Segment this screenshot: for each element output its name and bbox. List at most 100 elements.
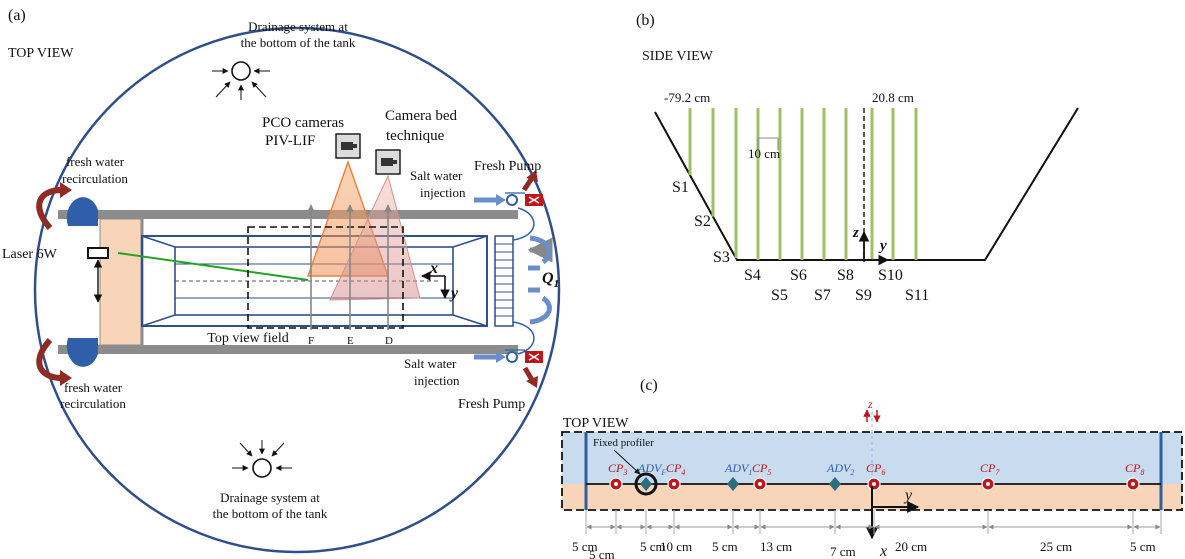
dimension-label: 20 cm xyxy=(895,539,927,554)
flume-outline xyxy=(141,235,488,327)
panel-c-view-title: TOP VIEW xyxy=(563,416,629,431)
panel-b-view-title: SIDE VIEW xyxy=(642,49,714,64)
cp-probe-5: CP5 xyxy=(752,461,771,491)
drain-bottom-icon xyxy=(232,440,292,478)
pco-label-line2: PIV-LIF xyxy=(265,133,315,149)
section-label-s3: S3 xyxy=(713,249,730,266)
section-label-s4: S4 xyxy=(744,267,761,284)
panel-a: (a) TOP VIEW Drainage system at the bott… xyxy=(2,7,561,554)
axis-x-label: x xyxy=(429,260,438,277)
axis-z-label-c: z xyxy=(867,397,873,411)
probe-label: CP7 xyxy=(980,461,1000,477)
laser-beam xyxy=(117,252,309,281)
fresh-pump-bottom-arrow xyxy=(522,366,535,382)
axis-y-label-b: y xyxy=(878,238,887,254)
adv-marker-icon xyxy=(829,477,841,491)
laser-housing xyxy=(99,218,143,346)
rail-bottom xyxy=(58,345,518,354)
adv-probe-f: ADVF xyxy=(634,461,666,496)
probe-label: CP6 xyxy=(866,461,885,477)
panel-a-view-title: TOP VIEW xyxy=(8,46,74,61)
dimension-label: 7 cm xyxy=(830,544,856,559)
tank-circle xyxy=(33,26,561,554)
dimension-label: 5 cm xyxy=(640,539,666,554)
section-label-s6: S6 xyxy=(790,267,807,284)
fresh-recirc-top-line1: fresh water xyxy=(66,154,125,169)
fixed-profiler-ring-icon xyxy=(634,472,658,496)
camera-bed-label-line2: technique xyxy=(386,128,445,144)
cp-probe-3: CP3 xyxy=(608,461,627,491)
top-view-field-label: Top view field xyxy=(207,331,288,346)
probe-label: ADV1 xyxy=(724,461,752,477)
profile-e-label: E xyxy=(347,335,354,347)
fresh-recirc-top-line2: recirculation xyxy=(62,171,128,186)
salt-bottom-line1: Salt water xyxy=(404,356,457,371)
probe-label: ADVF xyxy=(637,461,666,477)
dimension-label: 5 cm xyxy=(572,539,598,554)
probes: CP3 ADVF CP4 ADV1 CP5 ADV2 CP6 CP7 CP8 xyxy=(608,461,1144,496)
pco-label-line1: PCO cameras xyxy=(262,115,344,131)
adv-marker-icon xyxy=(640,477,652,491)
dimension-label: 5 cm xyxy=(712,539,738,554)
axis-y-label: y xyxy=(449,285,459,302)
fixed-profiler-label: Fixed profiler xyxy=(593,437,654,449)
dimension-label: 13 cm xyxy=(760,539,792,554)
axis-y-label-c: y xyxy=(903,487,913,504)
spacing-label: 10 cm xyxy=(748,146,780,161)
panel-c: (c) TOP VIEW z Fixed profiler CP3 ADVF CP4… xyxy=(561,377,1183,559)
section-label-s7: S7 xyxy=(814,287,831,304)
section-label-s2: S2 xyxy=(694,213,711,230)
fresh-pump-top-arrow xyxy=(521,176,535,192)
recirc-bottom-bump xyxy=(66,338,98,367)
probe-label: CP5 xyxy=(752,461,771,477)
section-label-s11: S11 xyxy=(905,287,929,304)
cp-probe-6: CP6 xyxy=(866,461,885,491)
section-label-s5: S5 xyxy=(771,287,788,304)
adv-probe-2: ADV2 xyxy=(826,461,854,491)
panel-c-label: (c) xyxy=(640,377,658,394)
camera-bed-label-line1: Camera bed xyxy=(385,108,458,124)
inflow-arrows xyxy=(527,235,553,325)
section-label-s8: S8 xyxy=(837,267,854,284)
profile-f-label: F xyxy=(308,335,314,347)
drain-bottom-line1: Drainage system at xyxy=(220,490,320,505)
laser-icon xyxy=(87,247,109,259)
dimension-label: 5 cm xyxy=(1130,539,1156,554)
dimension-label: 25 cm xyxy=(1040,539,1072,554)
probe-label: CP3 xyxy=(608,461,627,477)
water-region xyxy=(562,432,1182,484)
drain-top-icon xyxy=(212,61,270,100)
section-label-s10: S10 xyxy=(878,267,903,284)
axis-z-label: z xyxy=(852,225,859,241)
probe-label: ADV2 xyxy=(826,461,854,477)
dimension-label: 10 cm xyxy=(660,539,692,554)
fresh-pump-top-label: Fresh Pump xyxy=(474,159,541,174)
salt-top-line2: injection xyxy=(420,185,466,200)
salt-bottom-line2: injection xyxy=(414,373,460,388)
adv-marker-icon xyxy=(727,477,739,491)
recirc-bottom-arrow xyxy=(36,337,63,381)
adv-probe-1: ADV1 xyxy=(724,461,752,491)
salt-bottom-valve-icon xyxy=(506,351,518,363)
cp-probe-4: CP4 xyxy=(666,461,685,491)
laser-label: Laser 6W xyxy=(2,247,58,262)
channel-cross-section xyxy=(654,107,1079,261)
profile-d-label: D xyxy=(385,335,393,347)
drain-bottom-line2: the bottom of the tank xyxy=(213,506,328,521)
cp-probe-7: CP7 xyxy=(980,461,1000,491)
honeycomb xyxy=(494,235,514,327)
panel-b: (b) SIDE VIEW 10 cm -79.2 cm 20.8 cm z y… xyxy=(636,12,1079,304)
fresh-recirc-bottom-line1: fresh water xyxy=(64,380,123,395)
panel-a-label: (a) xyxy=(8,7,26,24)
profile-lines xyxy=(688,108,918,260)
drain-top-line2: the bottom of the tank xyxy=(241,35,356,50)
panel-b-label: (b) xyxy=(636,12,655,29)
section-label-s1: S1 xyxy=(672,179,689,196)
probe-label: CP8 xyxy=(1125,461,1144,477)
q-label: Q1 xyxy=(542,270,559,290)
camera-bed-field-cone xyxy=(329,174,421,301)
left-position-label: -79.2 cm xyxy=(664,90,710,105)
recirc-top-arrow xyxy=(36,187,63,230)
